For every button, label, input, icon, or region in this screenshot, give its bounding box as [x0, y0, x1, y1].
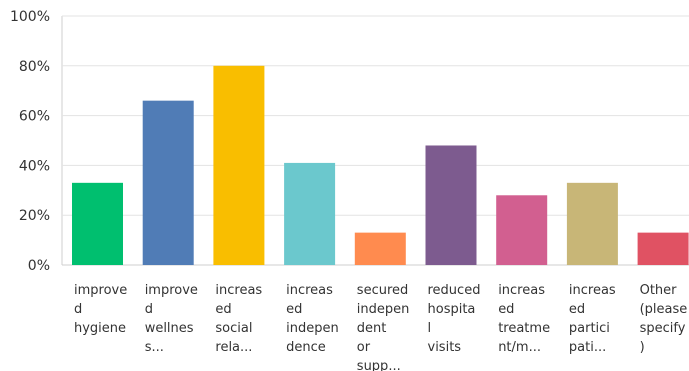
- x-category-label-line: rela...: [215, 340, 252, 355]
- x-category-label-line: indepen: [286, 321, 339, 336]
- x-category-label: increas ed indepen dence: [286, 283, 339, 355]
- x-category-label-line: increas: [569, 283, 616, 298]
- x-category-label: increas ed treatme nt/m...: [498, 283, 550, 355]
- y-tick-label: 60%: [19, 109, 50, 125]
- x-category-label-line: nt/m...: [498, 340, 541, 355]
- x-category-label: increas ed social rela...: [215, 283, 262, 355]
- x-category-label-line: treatme: [498, 321, 550, 336]
- x-category-label-line: (please: [640, 302, 688, 317]
- x-category-label-line: dence: [286, 340, 326, 355]
- x-category-label-line: Other: [640, 283, 678, 298]
- x-category-label-line: reduced: [428, 283, 481, 298]
- x-category-label: improve d hygiene: [74, 283, 127, 336]
- y-tick-label: 0%: [28, 258, 50, 274]
- x-category-label-line: hospita: [428, 302, 476, 317]
- bar[interactable]: [284, 162, 336, 265]
- x-category-label-line: improve: [74, 283, 127, 298]
- x-category-label-line: ed: [286, 302, 302, 317]
- x-category-label-line: increas: [215, 283, 262, 298]
- y-tick-label: 100%: [10, 9, 50, 25]
- x-category-label-line: improve: [145, 283, 198, 298]
- x-category-label-line: supp...: [357, 359, 401, 371]
- bar[interactable]: [213, 65, 265, 265]
- x-category-label-line: secured: [357, 283, 408, 298]
- x-category-label-line: visits: [428, 340, 462, 355]
- x-category-label-line: wellnes: [145, 321, 194, 336]
- bar[interactable]: [425, 145, 477, 265]
- x-category-label-line: hygiene: [74, 321, 126, 336]
- x-category-label-line: increas: [286, 283, 333, 298]
- x-category-label-line: social: [215, 321, 252, 336]
- y-axis-tick-labels: 0% 20% 40% 60% 80% 100%: [10, 9, 50, 274]
- x-category-label-line: ): [640, 340, 645, 355]
- x-category-label-line: d: [74, 302, 82, 317]
- x-category-label-line: d: [145, 302, 153, 317]
- bar[interactable]: [637, 232, 689, 265]
- y-tick-label: 40%: [19, 158, 50, 174]
- bar[interactable]: [142, 100, 194, 265]
- y-tick-label: 20%: [19, 208, 50, 224]
- bar[interactable]: [72, 182, 123, 265]
- x-category-label-line: dent: [357, 321, 387, 336]
- x-category-label-line: l: [428, 321, 432, 336]
- x-category-label-line: specify: [640, 321, 686, 336]
- x-category-label-line: ed: [215, 302, 231, 317]
- bar-layer: [72, 65, 689, 265]
- x-category-label-line: pati...: [569, 340, 606, 355]
- y-tick-label: 80%: [19, 59, 50, 75]
- x-category-label-line: or: [357, 340, 371, 355]
- bar[interactable]: [496, 195, 548, 265]
- x-axis-category-labels: improve d hygiene improve d wellnes s... increa…: [74, 283, 687, 371]
- x-category-label-line: ed: [498, 302, 514, 317]
- x-category-label: improve d wellnes s...: [145, 283, 198, 355]
- bar[interactable]: [354, 232, 406, 265]
- x-category-label-line: s...: [145, 340, 164, 355]
- x-category-label-line: increas: [498, 283, 545, 298]
- x-category-label: Other (please specify): [640, 283, 688, 355]
- x-category-label: increas ed partici pati...: [569, 283, 616, 355]
- x-category-label: reduced hospita l visits: [428, 283, 481, 355]
- bar[interactable]: [566, 182, 618, 265]
- x-category-label-line: indepen: [357, 302, 410, 317]
- x-category-label-line: ed: [569, 302, 585, 317]
- x-category-label-line: partici: [569, 321, 610, 336]
- x-category-label: secured indepen dent or supp...: [357, 283, 410, 371]
